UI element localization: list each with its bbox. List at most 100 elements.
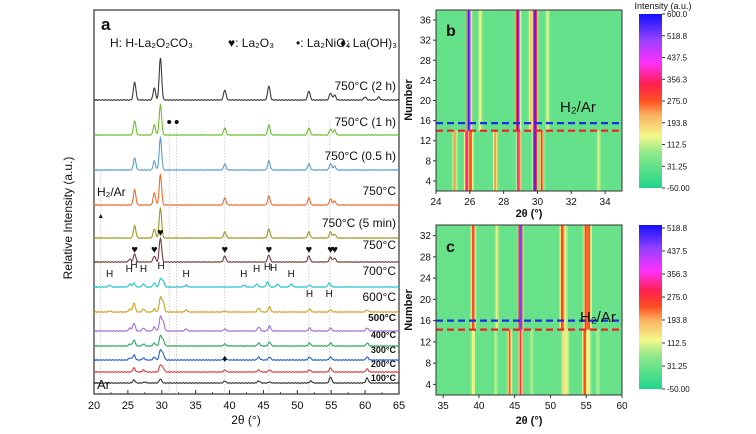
x-tick-label: 50 xyxy=(545,401,557,412)
heatmap-cell xyxy=(531,329,534,395)
colorbar-tick-label: 193.8 xyxy=(667,119,688,128)
heatmap-cell xyxy=(473,225,476,330)
heatmap-cell xyxy=(495,329,498,395)
heatmap-cell xyxy=(493,130,495,191)
x-tick-label: 26 xyxy=(464,197,476,208)
heatmap-cell xyxy=(590,329,592,395)
heatmap-cell xyxy=(495,130,498,191)
h-marker: H xyxy=(270,263,277,274)
curve-label: 400°C xyxy=(371,330,397,340)
x-tick-label: 50 xyxy=(291,400,303,412)
heatmap-cell xyxy=(451,130,454,191)
heatmap-cell xyxy=(564,329,567,395)
heatmap-cell xyxy=(494,329,497,395)
heatmap-cell xyxy=(469,130,472,191)
heatmap-cell xyxy=(586,225,588,330)
y-tick-label: 4 xyxy=(425,176,431,187)
y-tick-label: 20 xyxy=(420,96,432,107)
heatmap-cell xyxy=(481,10,483,131)
heatmap-cell xyxy=(518,329,521,395)
panel-c-annotation: H₂/Ar xyxy=(580,309,616,326)
x-tick-label: 45 xyxy=(509,401,521,412)
colorbar-tick-label: -50.00 xyxy=(667,385,690,394)
x-tick-label: 40 xyxy=(473,401,485,412)
h-marker: H xyxy=(157,261,164,272)
heatmap-cell xyxy=(473,329,476,395)
colorbar-tick-label: 112.5 xyxy=(667,339,687,348)
heatmap-cell xyxy=(529,10,531,131)
curve-label: 100°C xyxy=(371,373,397,383)
heatmap-cell xyxy=(497,225,499,330)
panel-b-axes: 24 26 28 30 32 34 4 8 12 16 20 24 28 32 36 xyxy=(420,16,611,208)
xrd-curve xyxy=(94,348,399,361)
x-tick-label: 34 xyxy=(600,197,612,208)
x-tick-label: 55 xyxy=(325,400,337,412)
heatmap-cell xyxy=(454,130,457,191)
y-axis-label: Relative Intensity (a.u.) xyxy=(61,157,75,280)
x-tick-label: 28 xyxy=(498,197,510,208)
heatmap-cell xyxy=(507,329,510,395)
heatmap-cell xyxy=(596,130,599,191)
colorbar-tick-label: 518.8 xyxy=(667,224,688,233)
xrd-curve xyxy=(93,172,400,206)
x-axis-ticks: 20 25 30 35 40 45 50 55 60 65 xyxy=(88,390,405,412)
panel-c-label: c xyxy=(446,239,455,256)
heatmap-cell xyxy=(535,130,538,191)
xrd-curve xyxy=(93,376,400,384)
x-tick-label: 32 xyxy=(566,197,578,208)
heatmap-cell xyxy=(517,10,519,131)
heatmap-cell xyxy=(522,225,525,330)
heatmap-cell xyxy=(560,225,563,330)
xrd-curve xyxy=(93,57,400,101)
la2nio4-marker xyxy=(167,120,172,124)
la2o3-marker: ♥ xyxy=(266,244,273,256)
colorbar-tick-label: 275.0 xyxy=(667,97,688,106)
heatmap-cell xyxy=(510,329,513,395)
heatmap-cell xyxy=(514,10,517,131)
y-tick-label: 32 xyxy=(420,36,432,47)
heatmap-cell xyxy=(478,10,481,131)
panel-c-frame xyxy=(435,224,623,396)
y-tick-label: 32 xyxy=(420,231,432,242)
heatmap-cell xyxy=(517,225,519,330)
panel-c-y-label: Number xyxy=(403,289,415,331)
arrow-up-icon xyxy=(98,214,103,218)
xrd-curve xyxy=(93,135,400,171)
y-tick-label: 8 xyxy=(425,156,431,167)
heatmap-cell xyxy=(463,130,466,191)
heatmap-b xyxy=(436,10,622,191)
x-tick-label: 60 xyxy=(616,401,628,412)
atmosphere-label-h2ar: H₂/Ar xyxy=(97,185,126,199)
heatmap-cell xyxy=(564,225,567,330)
heatmap-cell xyxy=(515,130,518,191)
heatmap-cell xyxy=(521,225,523,330)
heatmap-cell xyxy=(470,10,473,131)
heatmap-cell xyxy=(527,10,530,131)
heatmap-cell xyxy=(534,10,537,131)
la2o3-marker: ♥ xyxy=(222,244,229,256)
heatmap-cell xyxy=(543,130,546,191)
heatmap-cell xyxy=(497,130,499,191)
colorbar-c xyxy=(639,225,662,389)
la-oh3-marker: ♦ xyxy=(222,354,227,365)
legend-heart: ♥: La₂O₃ xyxy=(228,36,274,50)
colorbar-tick-label: 356.3 xyxy=(667,75,688,84)
heatmap-cell xyxy=(567,329,570,395)
heatmap-cell xyxy=(532,10,535,131)
heatmap-cell xyxy=(466,130,469,191)
legend-dot: •: La₂NiO₄ xyxy=(296,36,351,50)
colorbar-tick-label: -50.00 xyxy=(667,184,690,193)
panel-a-frame xyxy=(93,9,400,395)
xrd-curve xyxy=(93,364,400,373)
heatmap-cell xyxy=(470,225,473,330)
colorbar-tick-label: 193.8 xyxy=(667,316,688,325)
y-tick-label: 16 xyxy=(420,316,432,327)
h-marker: H xyxy=(126,264,133,275)
xrd-curve xyxy=(94,295,399,313)
curve-label: 200°C xyxy=(371,359,397,369)
xrd-curve xyxy=(93,206,400,239)
heatmap-cell xyxy=(519,130,522,191)
colorbar-tick-label: 31.25 xyxy=(667,162,688,171)
heatmap-cell xyxy=(518,225,521,330)
